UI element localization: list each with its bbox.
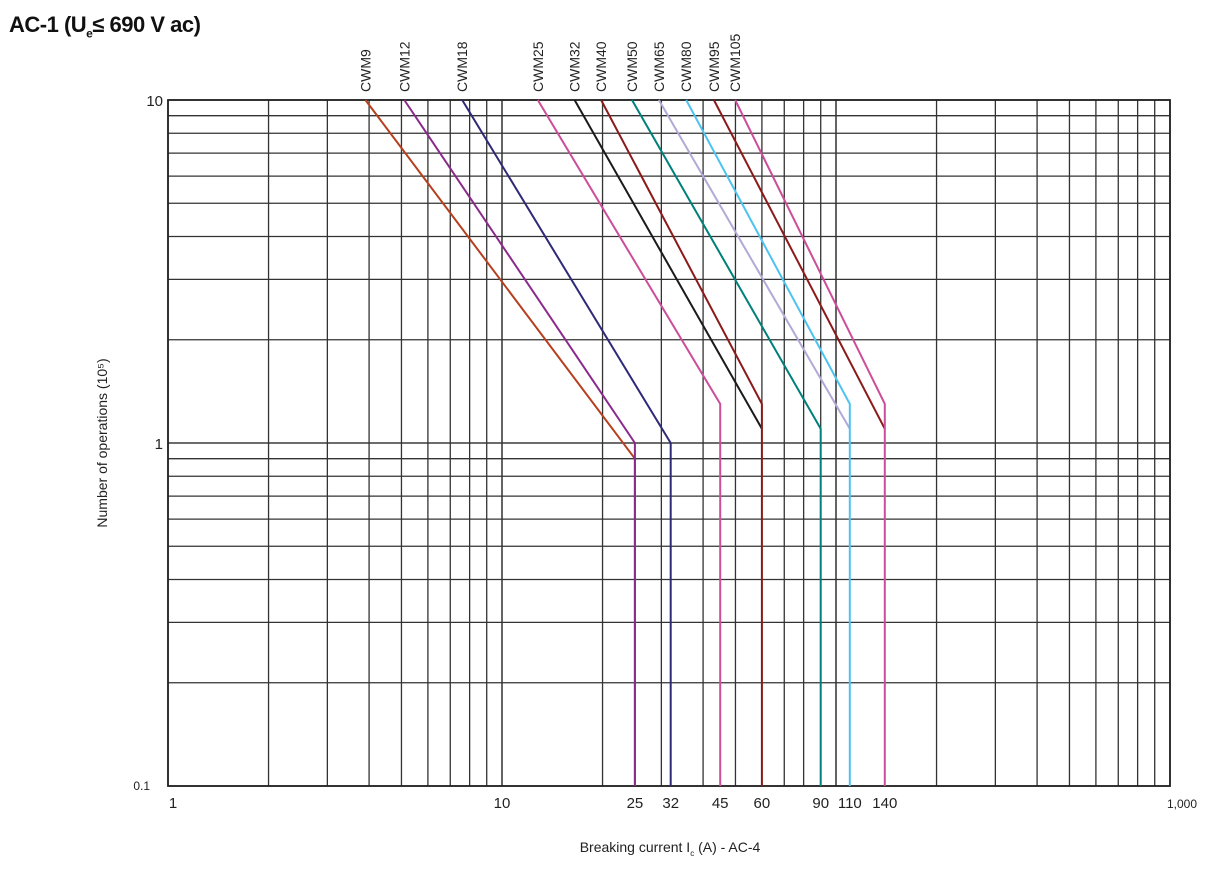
- x-tick-label: 1,000: [1167, 797, 1197, 811]
- series-label-cwm40: CWM40: [593, 41, 609, 92]
- x-tick-label: 45: [712, 795, 729, 812]
- series-label-cwm65: CWM65: [651, 41, 667, 92]
- x-axis-label: Breaking current Ic (A) - AC-4: [580, 839, 761, 858]
- y-tick-label: 10: [146, 93, 163, 110]
- series-label-cwm95: CWM95: [706, 41, 722, 92]
- title-text: AC-1 (U: [9, 12, 87, 37]
- x-tick-label: 32: [662, 795, 679, 812]
- x-tick-label: 140: [872, 795, 897, 812]
- series-label-cwm9: CWM9: [357, 49, 373, 92]
- y-tick-label: 0.1: [133, 779, 150, 793]
- y-axis-label: Number of operations (10⁵): [94, 358, 110, 527]
- title-subscript: e: [86, 26, 93, 41]
- series-lines: [364, 99, 886, 786]
- grid: [167, 99, 1171, 787]
- y-tick-label: 1: [155, 436, 163, 453]
- x-tick-label: 1: [169, 795, 177, 812]
- series-label-cwm18: CWM18: [454, 41, 470, 92]
- series-line-cwm40: [600, 99, 763, 786]
- title-text-end: ≤ 690 V ac): [92, 12, 201, 37]
- series-line-cwm18: [461, 99, 672, 786]
- x-tick-label: 25: [627, 795, 644, 812]
- x-tick-label: 110: [838, 795, 862, 812]
- x-label-pre: Breaking current I: [580, 839, 691, 855]
- series-label-cwm12: CWM12: [396, 41, 412, 92]
- plot-frame: [167, 99, 1171, 787]
- series-line-cwm105: [734, 99, 886, 786]
- series-label-cwm32: CWM32: [567, 41, 583, 92]
- series-line-cwm12: [403, 99, 636, 786]
- x-tick-label: 10: [494, 795, 511, 812]
- series-label-cwm80: CWM80: [678, 41, 694, 92]
- series-label-cwm50: CWM50: [624, 41, 640, 92]
- series-line-cwm25: [536, 99, 722, 786]
- series-line-cwm95: [713, 99, 886, 430]
- series-labels: CWM9 CWM12 CWM18 CWM25 CWM32 CWM40 CWM50 CWM65 C…: [357, 33, 743, 92]
- series-line-cwm32: [573, 99, 763, 430]
- series-line-cwm50: [631, 99, 822, 786]
- x-label-sub: c: [690, 849, 694, 858]
- x-tick-label: 60: [754, 795, 771, 812]
- series-label-cwm105: CWM105: [727, 33, 743, 92]
- series-label-cwm25: CWM25: [530, 41, 546, 92]
- series-line-cwm80: [685, 99, 851, 786]
- x-label-post: (A) - AC-4: [694, 839, 760, 855]
- chart-title: AC-1 (Ue≤ 690 V ac): [9, 12, 201, 41]
- x-tick-label: 90: [812, 795, 829, 812]
- series-line-cwm65: [658, 99, 851, 430]
